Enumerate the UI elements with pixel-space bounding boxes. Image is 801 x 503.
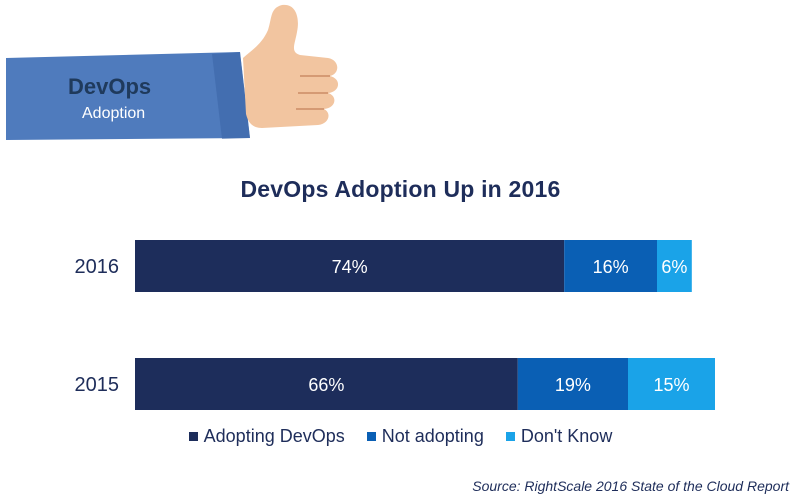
legend-swatch [366, 432, 376, 441]
bar-2015-not-adopting [517, 358, 628, 410]
bar-value-label: 16% [593, 257, 629, 277]
bar-2016-adopting-devops [135, 240, 565, 292]
bar-2016-don-t-know [657, 240, 692, 292]
legend-label: Not adopting [381, 426, 484, 446]
thumbs-up-icon [243, 4, 339, 128]
chart-legend: Adopting DevOps Not adopting Don't Know [0, 426, 801, 447]
bar-value-label: 74% [332, 257, 368, 277]
legend-swatch [505, 432, 515, 441]
bar-2016-not-adopting [564, 240, 657, 292]
bar-value-label: 19% [555, 375, 591, 395]
bar-2015-adopting-devops [135, 358, 518, 410]
chart-title: DevOps Adoption Up in 2016 [240, 176, 561, 202]
bar-value-label: 15% [653, 375, 689, 395]
bar-2015-don-t-know [628, 358, 715, 410]
legend-entry: Adopting DevOps [188, 426, 345, 447]
legend-entry: Don't Know [505, 426, 613, 447]
bar-value-label: 6% [661, 257, 687, 277]
banner-title: DevOps [68, 74, 151, 99]
legend-label: Adopting DevOps [203, 426, 345, 446]
sleeve-cuff [212, 52, 250, 139]
bar-value-label: 66% [308, 375, 344, 395]
devops-adoption-banner: DevOps Adoption [6, 4, 339, 140]
source-caption: Source: RightScale 2016 State of the Clo… [472, 478, 789, 494]
category-label-2015: 2015 [75, 374, 120, 396]
legend-swatch [188, 432, 198, 441]
category-label-2016: 2016 [75, 256, 120, 278]
legend-entry: Not adopting [366, 426, 484, 447]
legend-label: Don't Know [520, 426, 613, 446]
sleeve-shape [6, 52, 250, 140]
banner-subtitle: Adoption [82, 105, 145, 122]
